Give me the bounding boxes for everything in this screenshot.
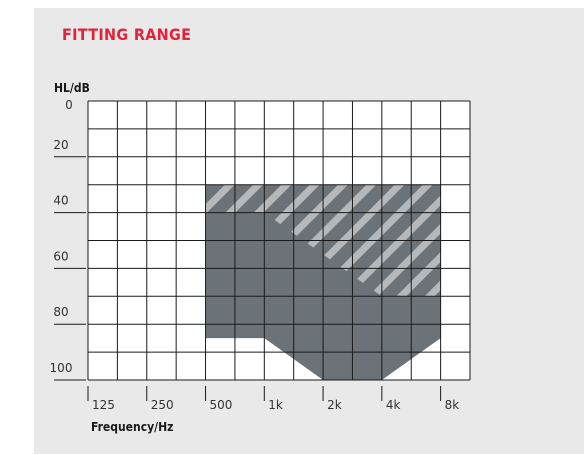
x-tick-label: 125 bbox=[92, 398, 115, 412]
x-tick-label: 1k bbox=[268, 398, 283, 412]
y-tick-label: 40 bbox=[53, 194, 68, 208]
x-axis-ticks: 125 250 500 1k 2k 4k 8k bbox=[87, 386, 460, 412]
chart-title: FITTING RANGE bbox=[62, 25, 192, 44]
x-tick-label: 2k bbox=[327, 398, 342, 412]
fitting-range-chart: 0 20 40 60 80 100 125 250 500 1k 2k 4k 8k HL/dB Fre… bbox=[50, 81, 471, 434]
x-tick-label: 250 bbox=[151, 398, 174, 412]
y-tick-label: 0 bbox=[65, 98, 73, 112]
y-axis-ticks: 0 20 40 60 80 100 bbox=[50, 98, 86, 381]
x-axis-title: Frequency/Hz bbox=[91, 420, 173, 434]
y-tick-label: 100 bbox=[50, 361, 73, 375]
y-tick-label: 60 bbox=[53, 249, 68, 263]
y-tick-label: 20 bbox=[53, 138, 68, 152]
y-tick-label: 80 bbox=[53, 305, 68, 319]
y-axis-title: HL/dB bbox=[54, 81, 90, 95]
x-tick-label: 4k bbox=[386, 398, 401, 412]
chart-panel: FITTING RANGE 0 20 40 60 80 100 125 250 500 1k 2k… bbox=[34, 8, 584, 454]
x-tick-label: 8k bbox=[445, 398, 460, 412]
x-tick-label: 500 bbox=[210, 398, 233, 412]
grid-lines bbox=[87, 100, 471, 381]
